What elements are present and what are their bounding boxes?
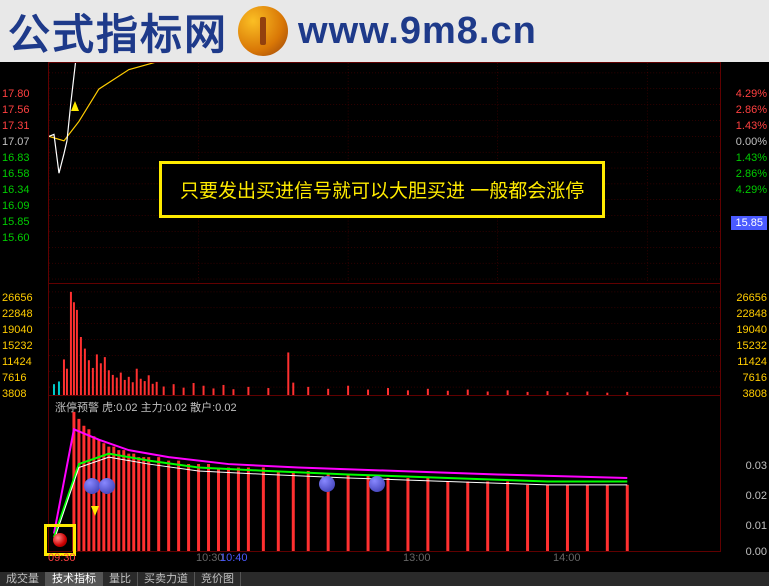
time-tick-label: 10:40 [220,552,248,564]
axis-tick-label: 26656 [2,292,46,304]
axis-tick-label: 22848 [2,308,46,320]
axis-tick-label: 19040 [723,324,767,336]
emoji-marker-icon [84,478,100,494]
axis-tick-label: 16.09 [2,200,46,212]
axis-tick-label: 1.43% [723,152,767,164]
axis-tick-label: 2.86% [723,104,767,116]
y-axis-right: 4.29%2.86%1.43%0.00%1.43%2.86%4.29%8.59%… [721,62,769,572]
axis-tick-label: 4.29% [723,184,767,196]
tab-3[interactable]: 买卖力道 [138,572,195,586]
axis-tick-label: 16.34 [2,184,46,196]
site-title: 公式指标网 [8,1,228,62]
axis-tick-label: 1.43% [723,120,767,132]
axis-tick-label: 15.85 [2,216,46,228]
time-tick-label: 14:00 [553,552,581,564]
axis-tick-label: 0.01 [723,520,767,532]
emoji-marker-icon [369,476,385,492]
signal-ball-icon [53,533,67,547]
axis-tick-label: 19040 [2,324,46,336]
axis-tick-label: 17.56 [2,104,46,116]
header-bar: 公式指标网 www.9m8.cn [0,0,769,62]
emoji-marker-icon [99,478,115,494]
axis-tick-label: 4.29% [723,88,767,100]
indicator-chart[interactable]: 涨停预警 虎:0.02 主力:0.02 散户:0.02 [48,396,721,552]
axis-tick-label: 17.80 [2,88,46,100]
arrow-up-icon [71,101,79,111]
tab-1[interactable]: 技术指标 [46,572,103,586]
chart-area: 只要发出买进信号就可以大胆买进 一般都会涨停 涨停预警 虎:0.02 主力:0.… [48,62,721,572]
tab-2[interactable]: 量比 [103,572,138,586]
axis-tick-label: 15232 [2,340,46,352]
axis-tick-label: 0.03 [723,460,767,472]
axis-tick-label: 0.00 [723,546,767,558]
axis-tick-label: 3808 [723,388,767,400]
site-url: www.9m8.cn [298,10,537,53]
time-axis: 09:3010:3010:4013:0014:00 [48,552,721,570]
axis-tick-label: 26656 [723,292,767,304]
axis-tick-label: 17.31 [2,120,46,132]
axis-tick-label: 3808 [2,388,46,400]
axis-tick-label: 11424 [2,356,46,368]
current-price-badge: 15.85 [731,216,767,230]
emoji-marker-icon [319,476,335,492]
indicator-label: 涨停预警 虎:0.02 主力:0.02 散户:0.02 [55,399,237,415]
axis-tick-label: 16.58 [2,168,46,180]
axis-tick-label: 16.83 [2,152,46,164]
time-tick-label: 13:00 [403,552,431,564]
time-tick-label: 09:30 [48,552,76,564]
site-logo-icon [238,6,288,56]
volume-chart[interactable] [48,284,721,396]
tab-0[interactable]: 成交量 [0,572,46,586]
callout-annotation: 只要发出买进信号就可以大胆买进 一般都会涨停 [159,161,605,218]
arrow-down-icon [91,506,99,516]
axis-tick-label: 17.07 [2,136,46,148]
axis-tick-label: 11424 [723,356,767,368]
callout-text: 只要发出买进信号就可以大胆买进 一般都会涨停 [180,181,584,202]
axis-tick-label: 7616 [723,372,767,384]
axis-tick-label: 0.02 [723,490,767,502]
axis-tick-label: 15232 [723,340,767,352]
indicator-tabs: 成交量技术指标量比买卖力道竞价图 [0,572,769,586]
axis-tick-label: 7616 [2,372,46,384]
axis-tick-label: 22848 [723,308,767,320]
tab-4[interactable]: 竞价图 [195,572,241,586]
y-axis-left: 17.80 17.56 17.31 17.07 16.83 16.58 16.34 16.09… [0,62,48,572]
axis-tick-label: 0.00% [723,136,767,148]
axis-tick-label: 2.86% [723,168,767,180]
price-chart[interactable]: 只要发出买进信号就可以大胆买进 一般都会涨停 [48,62,721,284]
axis-tick-label: 15.60 [2,232,46,244]
